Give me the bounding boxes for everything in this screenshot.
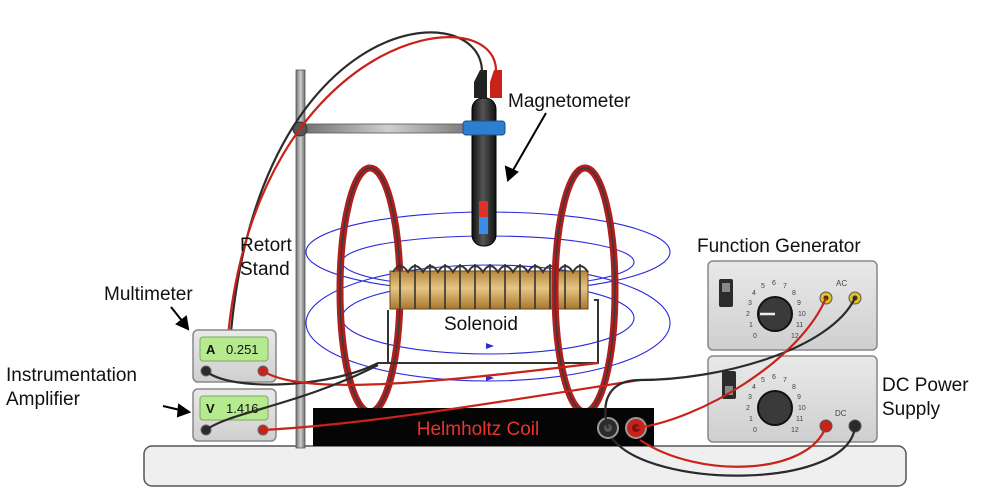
dc-tick: 3 — [748, 394, 752, 401]
wire-black-fg — [604, 297, 856, 429]
function-generator-output-tag: AC — [836, 279, 847, 288]
fg-tick: 6 — [772, 280, 776, 287]
amplifier-label-2: Amplifier — [6, 389, 81, 410]
magnetometer-label: Magnetometer — [508, 91, 631, 112]
dc-tick: 2 — [746, 405, 750, 412]
fg-tick: 7 — [783, 283, 787, 290]
dc-tick: 7 — [783, 377, 787, 384]
fg-tick: 9 — [797, 300, 801, 307]
fg-tick: 10 — [798, 311, 806, 318]
wire-red-magnetometer — [226, 36, 498, 337]
fg-tick: 3 — [748, 300, 752, 307]
fg-tick: 5 — [761, 283, 765, 290]
dc-tick: 4 — [752, 384, 756, 391]
dc-tick: 5 — [761, 377, 765, 384]
retort-stand-label-2: Stand — [240, 259, 290, 280]
multimeter-reading: 0.251 — [226, 342, 259, 357]
pointer-arrows — [162, 112, 547, 418]
dc-supply-label-2: Supply — [882, 399, 941, 420]
wire-black-amplifier — [205, 364, 379, 431]
dc-supply-dial[interactable] — [757, 390, 793, 426]
amplifier-label-1: Instrumentation — [6, 365, 137, 386]
fg-tick: 1 — [749, 322, 753, 329]
fg-tick: 2 — [746, 311, 750, 318]
dc-tick: 12 — [791, 427, 799, 434]
amplifier-unit: V — [206, 401, 215, 416]
multimeter-unit: A — [206, 342, 216, 357]
dc-tick: 9 — [797, 394, 801, 401]
dc-tick: 1 — [749, 416, 753, 423]
dc-tick: 8 — [792, 384, 796, 391]
multimeter-label: Multimeter — [104, 284, 193, 305]
solenoid-label: Solenoid — [444, 314, 518, 335]
fg-tick: 4 — [752, 290, 756, 297]
dc-supply-output-tag: DC — [835, 409, 847, 418]
dc-tick: 11 — [796, 416, 803, 423]
wire-red-fg — [635, 297, 828, 430]
fg-tick: 11 — [796, 322, 803, 329]
wire-black-dc — [611, 425, 857, 477]
helmholtz-label: Helmholtz Coil — [417, 419, 539, 440]
function-generator-label: Function Generator — [697, 236, 861, 257]
magnetometer-probe — [462, 70, 506, 247]
wire-red-dc — [639, 425, 828, 468]
fg-tick: 0 — [753, 333, 757, 340]
dc-supply-label-1: DC Power — [882, 375, 969, 396]
wire-red-amplifier — [262, 378, 641, 432]
wire-red-multimeter-coil — [262, 361, 599, 386]
fg-tick: 8 — [792, 290, 796, 297]
retort-stand-label-1: Retort — [240, 235, 292, 256]
base-table — [143, 445, 907, 487]
fg-tick: 12 — [791, 333, 799, 340]
amplifier-device: V 1.416 — [192, 388, 277, 442]
dc-power-supply-device: 0 1 2 3 4 5 6 7 8 9 10 11 12 DC — [707, 355, 878, 443]
dc-tick: 6 — [772, 374, 776, 381]
wire-black-multimeter-solenoid — [205, 362, 379, 386]
helmholtz-base — [313, 408, 654, 446]
dc-tick: 0 — [753, 427, 757, 434]
multimeter-device: A 0.251 — [192, 329, 277, 383]
dc-tick: 10 — [798, 405, 806, 412]
